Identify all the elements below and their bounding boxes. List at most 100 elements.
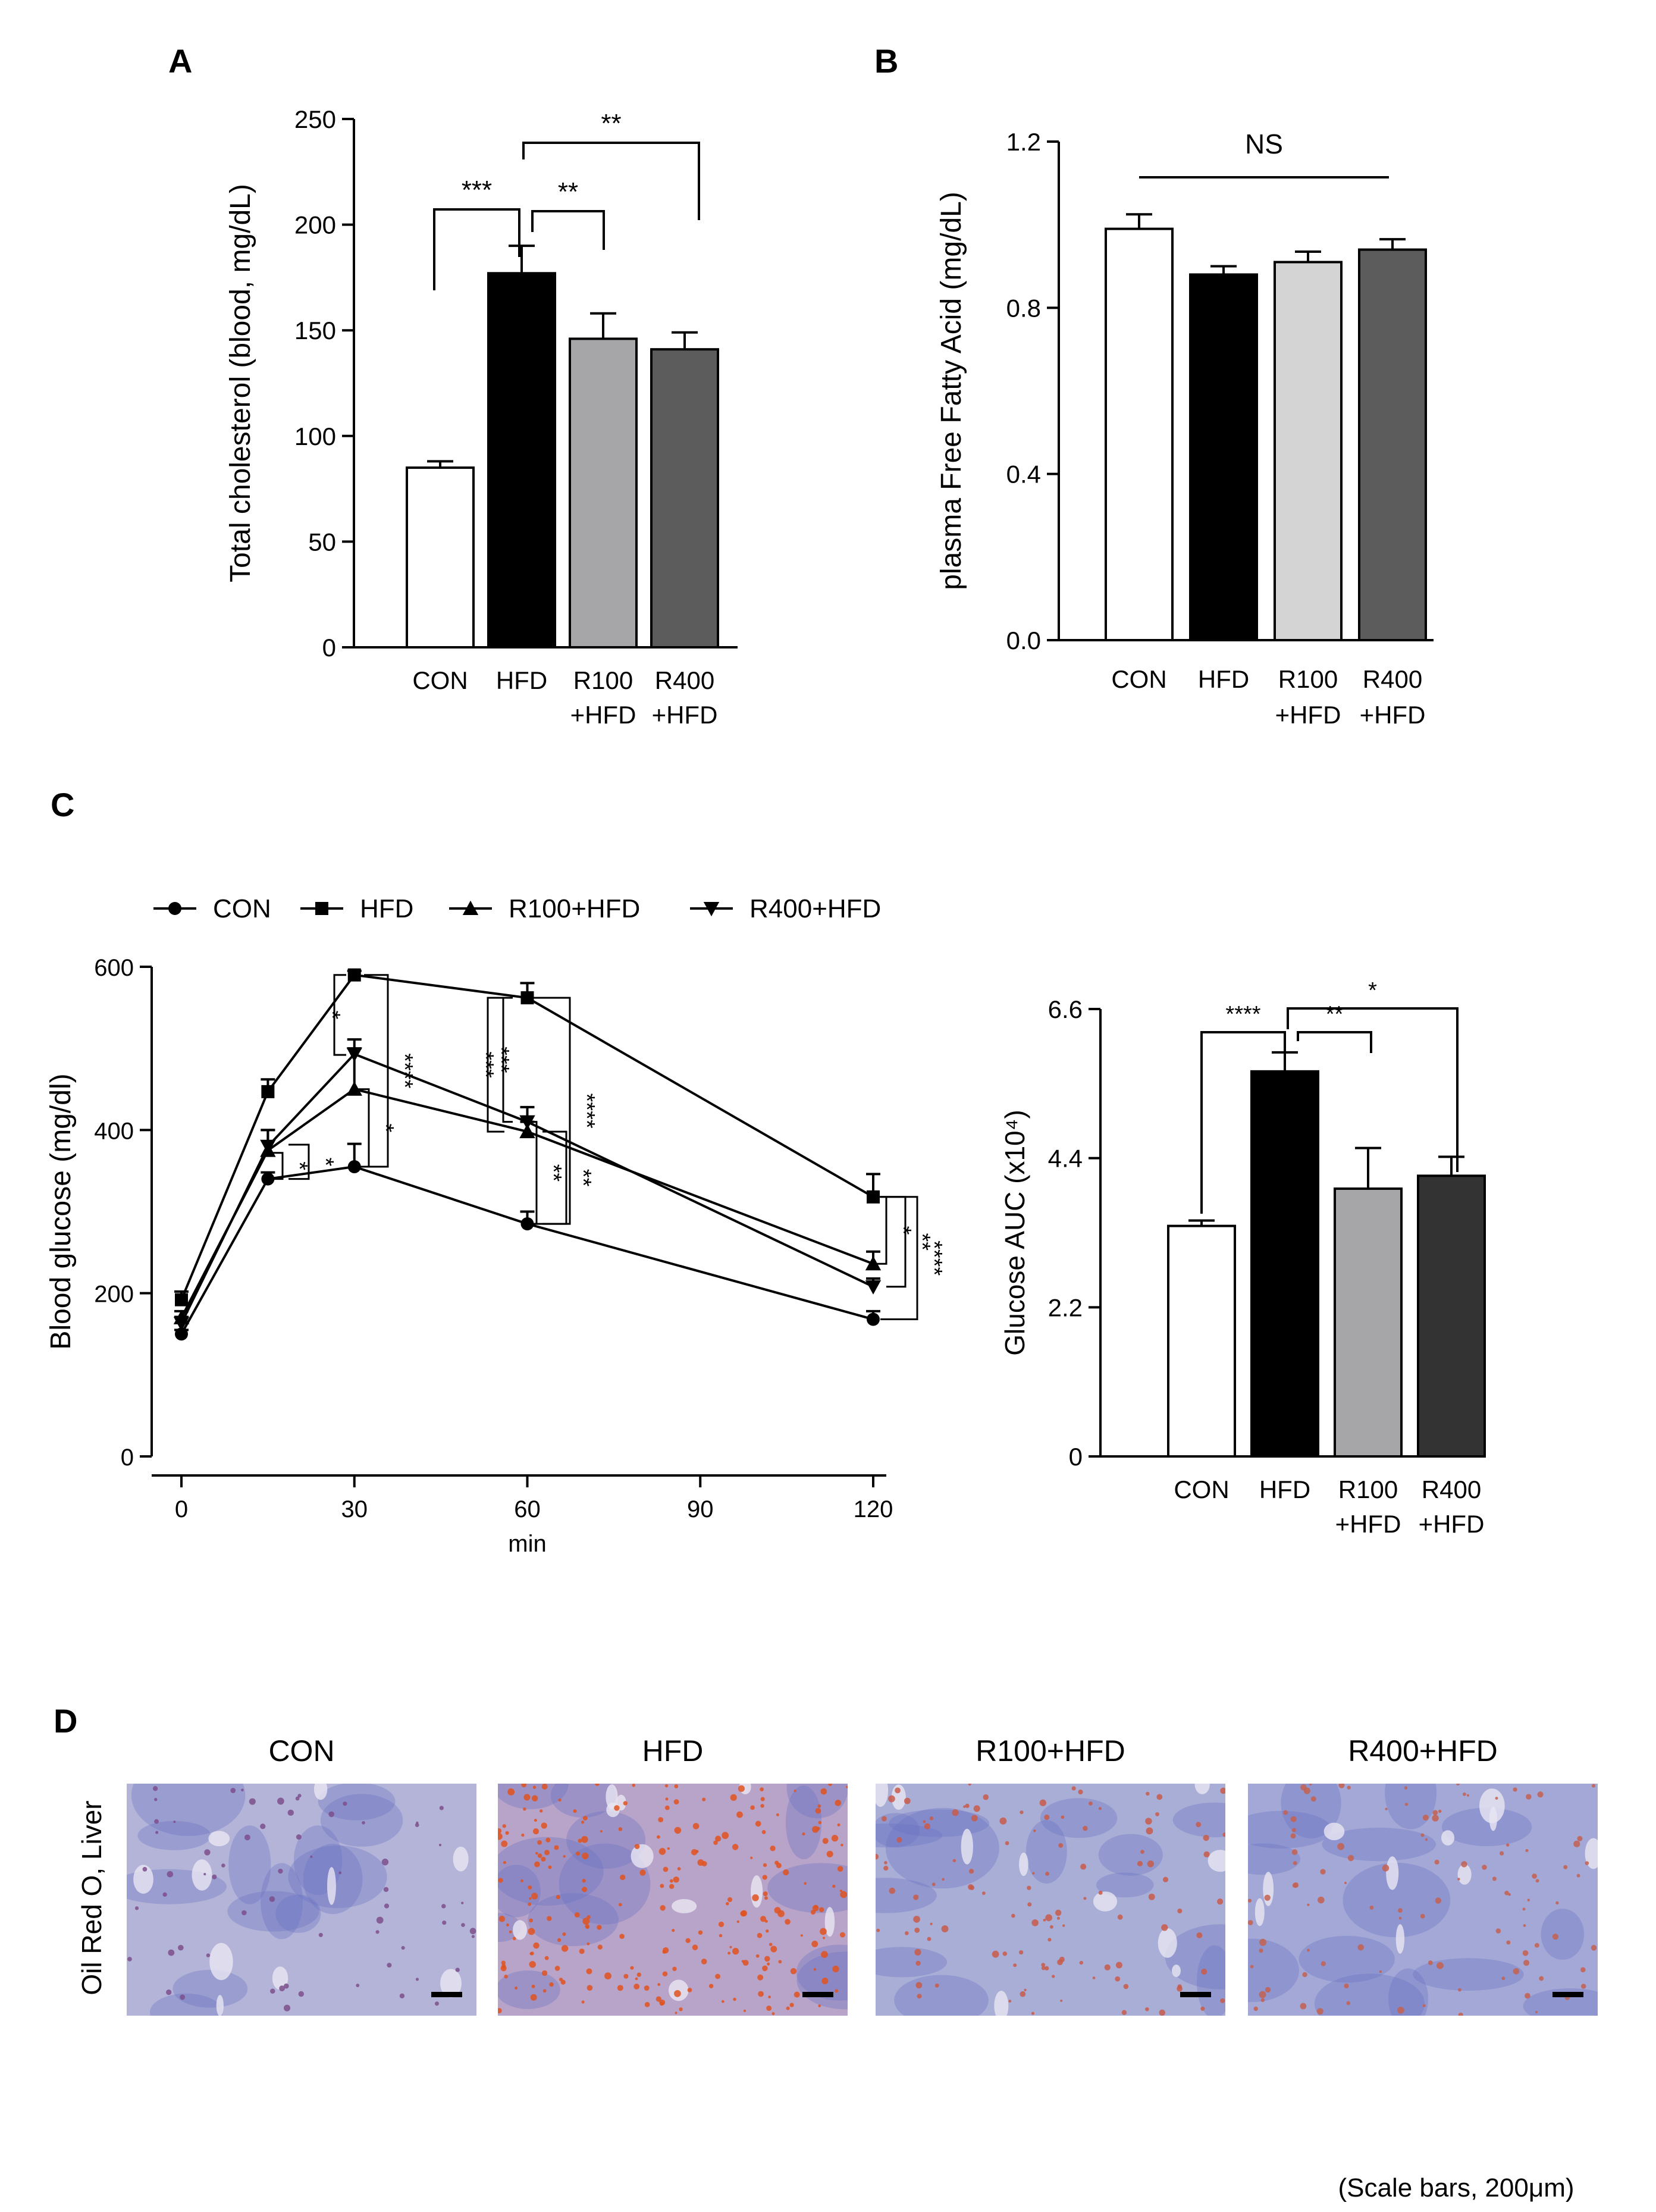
lipid-droplet [581,1821,585,1824]
lipid-droplet [660,2001,664,2006]
tissue-patch [498,1784,569,1809]
lipid-droplet [783,1869,789,1876]
lipid-droplet [816,1826,820,1831]
oil-red-o-row-label: Oil Red O, Liver [76,1800,107,1995]
data-point [168,902,181,915]
lipid-droplet [617,1985,623,1991]
lipid-droplet [934,1983,939,1988]
data-point [175,1327,188,1341]
liver-histology-image [127,1784,476,2016]
lipid-droplet [1535,2010,1538,2014]
x-category-label: +HFD [570,701,636,729]
lipid-droplet [664,1805,670,1810]
lipid-droplet [579,1948,585,1954]
lipid-droplet [794,1790,796,1793]
vessel [1457,1864,1472,1885]
tissue-patch [275,1894,321,1933]
lipid-droplet [1216,1898,1224,1905]
lipid-droplet [675,2012,678,2014]
lipid-droplet [1428,1960,1433,1966]
lipid-droplet [173,1821,176,1824]
lipid-droplet [142,1867,148,1872]
legend-label: R400+HFD [749,894,881,923]
lipid-droplet [633,1984,640,1989]
lipid-droplet [549,1982,554,1987]
lipid-droplet [820,1928,827,1935]
lipid-droplet [1397,2006,1404,2014]
lipid-droplet [766,1929,769,1933]
tissue-patch [786,1784,848,1819]
lipid-droplet [839,1890,842,1893]
lipid-droplet [732,1844,739,1850]
lipid-droplet [505,1831,509,1835]
lipid-droplet [664,1784,669,1788]
lipid-droplet [1083,1826,1088,1831]
lipid-droplet [1506,1940,1511,1945]
lipid-droplet [1437,1962,1444,1969]
tissue-patch [137,1821,211,1850]
lipid-droplet [1264,1894,1271,1901]
lipid-droplet [763,1863,767,1868]
lipid-droplet [811,1940,818,1947]
lipid-droplet [769,1942,773,1947]
tissue-patch [559,1843,651,1925]
lipid-droplet [521,1833,525,1837]
lipid-droplet [221,1863,225,1868]
lipid-droplet [582,1918,590,1925]
vessel [192,1859,212,1891]
lipid-droplet [1432,1815,1439,1822]
lipid-droplet [726,1902,729,1906]
lipid-droplet [597,1925,602,1930]
lipid-droplet [242,1910,247,1916]
vessel [1158,1928,1177,1958]
lipid-droplet [660,1905,666,1911]
lipid-droplet [1525,1992,1530,1999]
lipid-droplet [820,1788,827,1795]
y-tick-label: 6.6 [1048,995,1083,1023]
lipid-droplet [168,1949,175,1956]
lipid-droplet [736,1920,739,1923]
lipid-droplet [692,1944,698,1951]
lipid-droplet [1220,1787,1225,1794]
vessel [327,1867,336,1905]
lipid-droplet [914,1948,921,1956]
lipid-droplet [713,1840,718,1846]
lipid-droplet [992,1950,999,1958]
lipid-droplet [541,1822,547,1829]
tissue-patch [1040,1798,1118,1838]
bar [1417,1174,1486,1458]
lipid-droplet [152,1786,158,1791]
lipid-droplet [1337,1843,1345,1850]
lipid-droplet [663,1866,669,1872]
lipid-droplet [1061,1815,1065,1819]
lipid-droplet [206,1953,211,1957]
lipid-droplet [1526,1794,1532,1800]
lipid-droplet [1585,1861,1589,1866]
lipid-droplet [840,1891,848,1898]
significance-label: * [373,1124,398,1133]
lipid-droplet [729,1945,732,1948]
lipid-droplet [1458,1988,1461,1992]
lipid-droplet [644,2001,650,2007]
lipid-droplet [965,1803,970,1808]
x-category-label: HFD [496,666,547,694]
lipid-droplet [888,1795,895,1803]
lipid-droplet [439,1806,444,1810]
lipid-droplet [249,1798,256,1805]
lipid-droplet [719,1934,723,1938]
lipid-droplet [1457,1878,1460,1881]
legend-label: HFD [360,894,413,923]
histology-title: HFD [642,1734,704,1768]
lipid-droplet [1290,1833,1296,1839]
lipid-droplet [718,1921,724,1928]
tissue-patch [1343,1862,1451,1938]
lipid-droplet [498,1828,502,1834]
lipid-droplet [1580,1967,1586,1973]
lipid-droplet [1115,1962,1122,1969]
lipid-droplet [1083,1897,1087,1900]
lipid-droplet [840,1843,843,1847]
y-axis-label: Total cholesterol (blood, mg/dL) [225,184,256,582]
significance-bracket [288,1143,310,1180]
histology-title: R100+HFD [976,1734,1125,1768]
vessel [216,1995,224,2016]
